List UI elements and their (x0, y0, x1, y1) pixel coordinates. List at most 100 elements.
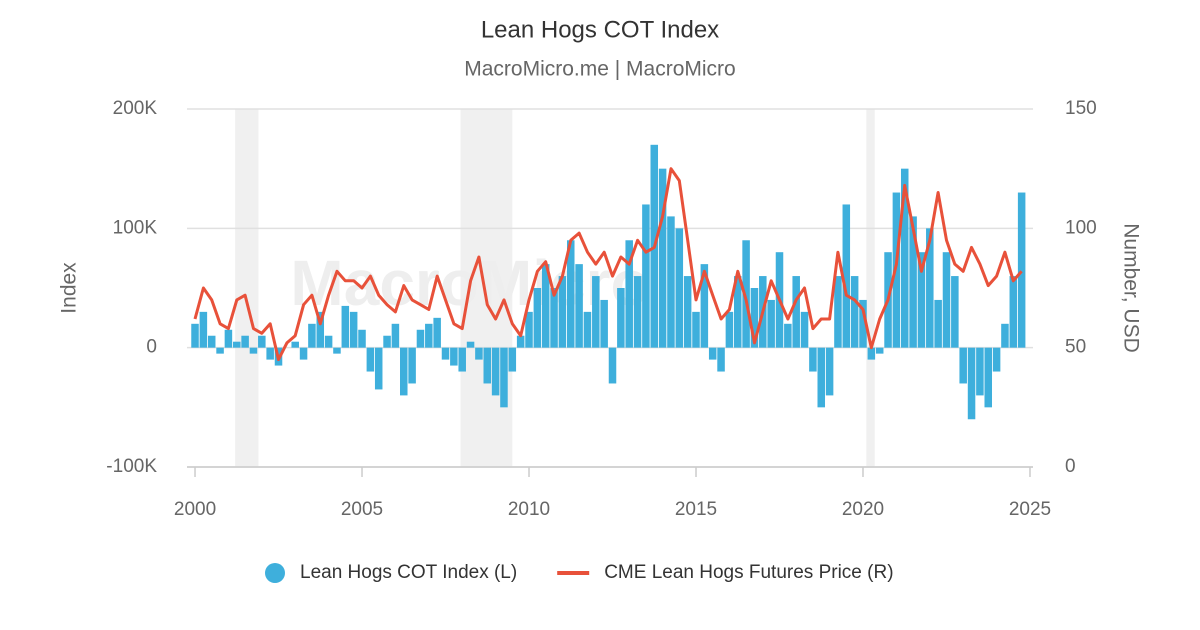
bar (600, 299, 608, 348)
bar (516, 335, 525, 348)
bar (216, 347, 224, 354)
shaded-period (866, 109, 875, 467)
bar (491, 347, 500, 396)
bar (942, 252, 951, 348)
bar (984, 347, 993, 408)
bar (508, 347, 517, 372)
bar (249, 347, 258, 354)
bar (608, 347, 617, 384)
bar (708, 347, 717, 360)
bar (683, 276, 692, 348)
bar (859, 299, 867, 348)
bar (700, 264, 709, 348)
bar (374, 347, 383, 390)
bar (875, 347, 884, 354)
bar (558, 276, 567, 348)
bar (800, 311, 809, 348)
bar (717, 347, 725, 372)
bar (959, 347, 967, 384)
bar (909, 216, 917, 348)
bar (834, 276, 842, 348)
bar (400, 347, 408, 396)
y-tick-label: 100K (113, 217, 158, 238)
bar (750, 288, 759, 348)
bar (1009, 276, 1018, 348)
y-tick-label: 0 (146, 337, 157, 358)
legend-marker (265, 563, 285, 583)
bar (191, 323, 199, 348)
bar (341, 305, 350, 348)
bar (692, 311, 700, 348)
bar (224, 329, 233, 348)
legend-label: CME Lean Hogs Futures Price (R) (604, 562, 893, 583)
bar (333, 347, 341, 354)
bar (926, 228, 934, 348)
y-tick-label: 200K (113, 98, 158, 119)
bar (358, 329, 366, 348)
bar (767, 299, 775, 348)
bar (934, 299, 942, 348)
y2-tick-label: 150 (1065, 98, 1097, 119)
bar (817, 347, 826, 408)
bar (725, 311, 734, 348)
y2-axis-title: Number, USD (1119, 223, 1142, 353)
chart-title: Lean Hogs COT Index (481, 16, 719, 43)
bar (408, 347, 416, 384)
x-tick-label: 2025 (1009, 499, 1051, 520)
chart-subtitle: MacroMicro.me | MacroMicro (464, 58, 735, 81)
bar (809, 347, 817, 372)
bar (900, 168, 909, 348)
bar (633, 276, 642, 348)
bar (592, 276, 600, 348)
bar (241, 335, 249, 348)
bar (366, 347, 375, 372)
bar (951, 276, 959, 348)
x-tick-label: 2000 (174, 499, 216, 520)
bar (450, 347, 458, 366)
bar (525, 311, 533, 348)
x-tick-label: 2015 (675, 499, 717, 520)
bar (1001, 323, 1009, 348)
bar (233, 341, 241, 348)
bar (299, 347, 308, 360)
bar (867, 347, 876, 360)
bar (383, 335, 391, 348)
bar (566, 240, 575, 348)
x-tick-label: 2010 (508, 499, 550, 520)
bar (1017, 192, 1026, 348)
bar (967, 347, 976, 420)
bar (625, 240, 633, 348)
bar (458, 347, 466, 372)
x-tick-label: 2020 (842, 499, 884, 520)
y2-tick-label: 50 (1065, 337, 1086, 358)
bar (617, 288, 625, 348)
bar (416, 329, 425, 348)
bar (842, 204, 851, 348)
y-axis-title: Index (58, 262, 81, 314)
bar (825, 347, 834, 396)
bar (475, 347, 483, 360)
bar (541, 264, 550, 348)
bar (976, 347, 984, 396)
bar (792, 276, 800, 348)
bar (575, 264, 583, 348)
bar (316, 311, 325, 348)
shaded-period (235, 109, 259, 467)
bar (533, 288, 542, 348)
bar (992, 347, 1001, 372)
x-tick-label: 2005 (341, 499, 383, 520)
bar (258, 335, 266, 348)
bar (433, 317, 441, 348)
bar (583, 311, 592, 348)
bar (733, 276, 742, 348)
y2-tick-label: 0 (1065, 456, 1076, 477)
bar (391, 323, 400, 348)
y-tick-label: -100K (106, 456, 157, 477)
bar (266, 347, 274, 360)
bar (642, 204, 650, 348)
y2-tick-label: 100 (1065, 217, 1097, 238)
bar (483, 347, 492, 384)
legend-label: Lean Hogs COT Index (L) (300, 562, 517, 583)
